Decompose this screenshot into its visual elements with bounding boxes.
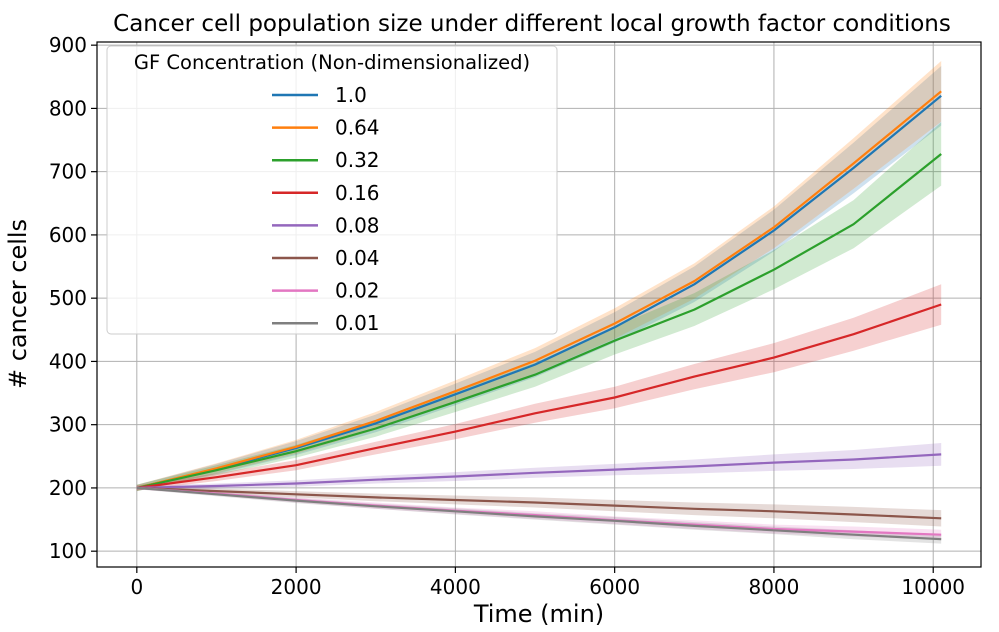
y-tick-label: 500: [49, 286, 87, 310]
y-tick-label: 400: [49, 349, 87, 373]
x-axis-label: Time (min): [473, 600, 604, 628]
legend-label: 0.64: [335, 116, 380, 140]
legend-label: 0.02: [335, 279, 380, 303]
y-tick-label: 100: [49, 539, 87, 563]
line-series-0.04: [136, 486, 942, 520]
line-series-0.32: [136, 153, 942, 489]
series-lines: [136, 90, 942, 541]
line-series-0.01: [136, 486, 942, 541]
axis-ticks: 0 2000 4000 6000 8000 10000 100 200 300 400 500 600…: [49, 33, 965, 599]
legend: GF Concentration (Non-dimensionalized) 1…: [106, 45, 558, 335]
legend-entries: 1.0 0.64 0.32 0.16 0.08 0.04 0.02 0.01: [272, 83, 380, 335]
y-tick-label: 700: [49, 160, 87, 184]
x-tick-label: 4000: [430, 575, 481, 599]
band-series-0.08: [136, 443, 942, 490]
line-series-0.08: [136, 453, 942, 489]
y-tick-label: 800: [49, 96, 87, 120]
legend-title: GF Concentration (Non-dimensionalized): [134, 51, 530, 74]
legend-label: 0.32: [335, 148, 380, 172]
y-tick-label: 900: [49, 33, 87, 57]
legend-label: 0.04: [335, 246, 380, 270]
plot-frame: [96, 41, 982, 568]
chart-title: Cancer cell population size under differ…: [113, 11, 951, 37]
x-tick-label: 0: [130, 575, 143, 599]
line-series-0.16: [136, 303, 942, 489]
x-tick-label: 8000: [748, 575, 799, 599]
legend-box: [106, 45, 558, 335]
line-series-0.64: [136, 90, 942, 489]
legend-label: 0.08: [335, 213, 380, 237]
legend-label: 1.0: [335, 83, 367, 107]
y-tick-label: 300: [49, 413, 87, 437]
y-tick-label: 600: [49, 223, 87, 247]
legend-label: 0.16: [335, 181, 380, 205]
x-tick-label: 6000: [589, 575, 640, 599]
y-axis-label: # cancer cells: [4, 219, 32, 389]
legend-label: 0.01: [335, 311, 380, 335]
x-tick-label: 10000: [901, 575, 965, 599]
x-tick-label: 2000: [271, 575, 322, 599]
y-tick-label: 200: [49, 476, 87, 500]
